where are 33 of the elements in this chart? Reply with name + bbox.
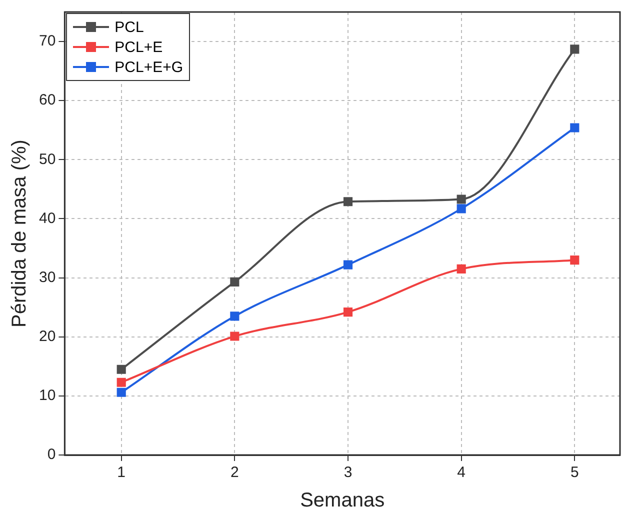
point — [116, 364, 126, 374]
y-tick-label: 60 — [38, 92, 56, 109]
x-tick-label: 2 — [230, 464, 239, 482]
point — [116, 378, 126, 387]
x-axis-title: Semanas — [300, 490, 385, 512]
point — [116, 388, 126, 397]
point — [456, 204, 466, 214]
legend-label: PCL+E+G — [114, 58, 184, 76]
y-tick-label: 0 — [47, 446, 56, 464]
y-tick-label: 40 — [38, 210, 56, 227]
point — [570, 123, 580, 132]
point — [230, 332, 240, 341]
legend-label: PCL — [114, 18, 144, 36]
point — [343, 308, 353, 317]
y-axis-title: Pérdida de masa (%) — [8, 140, 31, 328]
y-tick-label: 30 — [38, 268, 56, 286]
y-tick-label: 20 — [38, 328, 56, 346]
point — [456, 264, 466, 274]
y-tick-label: 10 — [38, 387, 56, 404]
point — [570, 44, 580, 54]
point — [343, 260, 353, 270]
point — [230, 277, 240, 286]
point — [343, 197, 353, 206]
point — [230, 312, 240, 321]
legend-label: PCL+E — [114, 38, 163, 56]
x-tick-label: 5 — [570, 464, 579, 482]
x-tick-label: 1 — [117, 464, 126, 482]
y-tick-label: 50 — [38, 150, 56, 168]
x-tick-label: 4 — [457, 464, 466, 482]
x-tick-label: 3 — [344, 464, 352, 482]
point — [570, 256, 580, 265]
point — [456, 194, 466, 204]
y-tick-label: 70 — [38, 32, 56, 50]
